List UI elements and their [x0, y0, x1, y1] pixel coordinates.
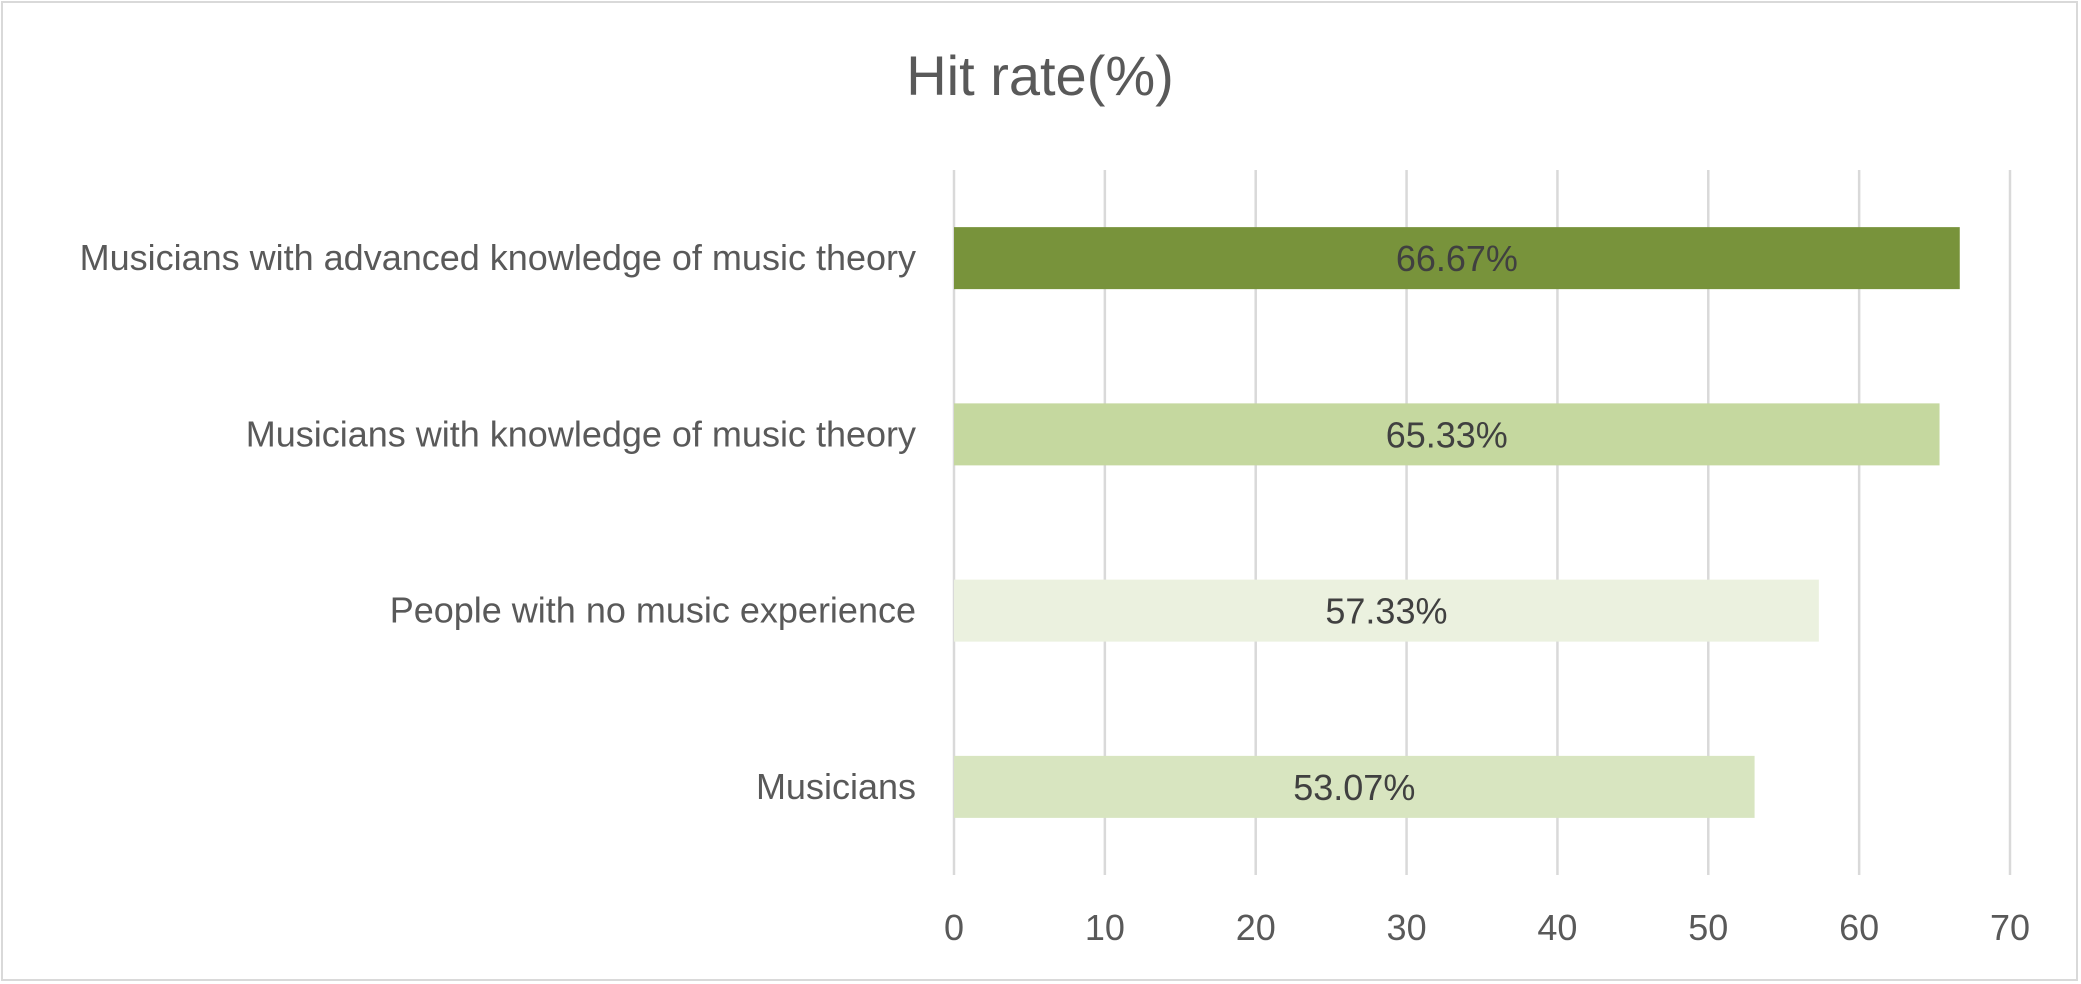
bars: 66.67% 65.33% 57.33% 53.07%	[954, 227, 1960, 818]
bar	[954, 227, 1960, 290]
category-label: Musicians	[756, 766, 916, 807]
x-tick-label: 30	[1387, 907, 1427, 948]
chart-title: Hit rate(%)	[906, 44, 1174, 107]
x-tick-label: 70	[1990, 907, 2030, 948]
bar	[954, 579, 1819, 642]
x-tick-label: 0	[944, 907, 964, 948]
x-tick-label: 20	[1236, 907, 1276, 948]
category-label: People with no music experience	[390, 590, 916, 631]
category-labels: Musicians with advanced knowledge of mus…	[80, 237, 916, 807]
x-tick-label: 60	[1839, 907, 1879, 948]
data-label: 65.33%	[1386, 414, 1508, 455]
x-tick-label: 40	[1537, 907, 1577, 948]
bar	[954, 755, 1755, 818]
data-label: 57.33%	[1325, 591, 1447, 632]
data-label: 66.67%	[1396, 238, 1518, 279]
data-label: 53.07%	[1293, 767, 1415, 808]
category-label: Musicians with knowledge of music theory	[246, 413, 916, 454]
bar	[954, 403, 1940, 466]
category-label: Musicians with advanced knowledge of mus…	[80, 237, 916, 278]
x-axis-tick-labels: 0 10 20 30 40 50 60 70	[944, 907, 2030, 948]
x-tick-label: 10	[1085, 907, 1125, 948]
x-tick-label: 50	[1688, 907, 1728, 948]
